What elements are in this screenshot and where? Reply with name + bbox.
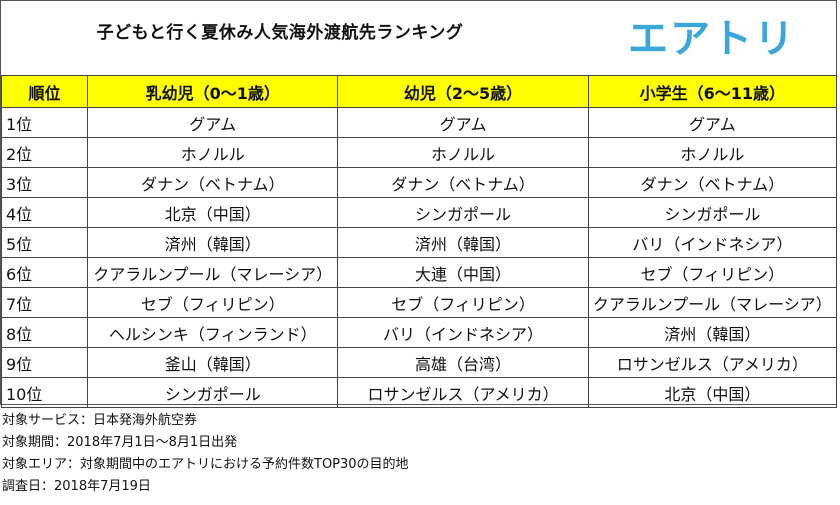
note-survey-date: 調査日：2018年7月19日 (2, 479, 151, 494)
table-row: 10位 シンガポール ロサンゼルス（アメリカ） 北京（中国） (0, 377, 838, 408)
rank-cell: 10位 (0, 377, 89, 408)
rank-cell: 5位 (0, 227, 89, 258)
table-row: 2位 ホノルル ホノルル ホノルル (0, 137, 838, 168)
table-row: 7位 セブ（フィリピン） セブ（フィリピン） クアラルンプール（マレーシア） (0, 287, 838, 318)
column-header-infant: 乳幼児（0～1歳） (87, 75, 339, 108)
toddler-cell: セブ（フィリピン） (337, 287, 589, 318)
elementary-cell: バリ（インドネシア） (587, 227, 838, 258)
note-service: 対象サービス：日本発海外航空券 (2, 413, 198, 428)
infant-cell: 釜山（韓国） (87, 347, 339, 378)
infant-cell: ヘルシンキ（フィンランド） (87, 317, 339, 348)
page-title: 子どもと行く夏休み人気海外渡航先ランキング (96, 23, 464, 43)
elementary-cell: セブ（フィリピン） (587, 257, 838, 288)
note-period: 対象期間：2018年7月1日～8月1日出発 (2, 435, 238, 450)
elementary-cell: 北京（中国） (587, 377, 838, 408)
rank-cell: 9位 (0, 347, 89, 378)
table-row: 8位 ヘルシンキ（フィンランド） バリ（インドネシア） 済州（韓国） (0, 317, 838, 348)
table-row: 5位 済州（韓国） 済州（韓国） バリ（インドネシア） (0, 227, 838, 258)
elementary-cell: ロサンゼルス（アメリカ） (587, 347, 838, 378)
toddler-cell: ホノルル (337, 137, 589, 168)
column-header-elementary: 小学生（6～11歳） (587, 75, 838, 108)
rank-cell: 3位 (0, 167, 89, 198)
toddler-cell: 済州（韓国） (337, 227, 589, 258)
elementary-cell: ホノルル (587, 137, 838, 168)
elementary-cell: クアラルンプール（マレーシア） (587, 287, 838, 318)
toddler-cell: 高雄（台湾） (337, 347, 589, 378)
rank-cell: 2位 (0, 137, 89, 168)
toddler-cell: シンガポール (337, 197, 589, 228)
table-row: 1位 グアム グアム グアム (0, 107, 838, 138)
table-row: 9位 釜山（韓国） 高雄（台湾） ロサンゼルス（アメリカ） (0, 347, 838, 378)
rank-cell: 7位 (0, 287, 89, 318)
toddler-cell: バリ（インドネシア） (337, 317, 589, 348)
infant-cell: セブ（フィリピン） (87, 287, 339, 318)
airtrip-logo: エアトリ (628, 16, 796, 62)
infant-cell: グアム (87, 107, 339, 138)
column-header-rank: 順位 (0, 75, 89, 108)
rank-cell: 4位 (0, 197, 89, 228)
elementary-cell: 済州（韓国） (587, 317, 838, 348)
toddler-cell: ダナン（ベトナム） (337, 167, 589, 198)
table-row: 3位 ダナン（ベトナム） ダナン（ベトナム） ダナン（ベトナム） (0, 167, 838, 198)
toddler-cell: グアム (337, 107, 589, 138)
infant-cell: 北京（中国） (87, 197, 339, 228)
toddler-cell: 大連（中国） (337, 257, 589, 288)
header: 子どもと行く夏休み人気海外渡航先ランキング エアトリ (0, 0, 837, 76)
toddler-cell: ロサンゼルス（アメリカ） (337, 377, 589, 408)
table-header-row: 順位 乳幼児（0～1歳） 幼児（2～5歳） 小学生（6～11歳） (0, 75, 838, 108)
infant-cell: ホノルル (87, 137, 339, 168)
infant-cell: クアラルンプール（マレーシア） (87, 257, 339, 288)
note-area: 対象エリア：対象期間中のエアトリにおける予約件数TOP30の目的地 (2, 457, 409, 472)
table-row: 4位 北京（中国） シンガポール シンガポール (0, 197, 838, 228)
column-header-toddler: 幼児（2～5歳） (337, 75, 589, 108)
rank-cell: 6位 (0, 257, 89, 288)
survey-notes: 対象サービス：日本発海外航空券 対象期間：2018年7月1日～8月1日出発 対象… (2, 410, 409, 498)
elementary-cell: グアム (587, 107, 838, 138)
rank-cell: 8位 (0, 317, 89, 348)
table-row: 6位 クアラルンプール（マレーシア） 大連（中国） セブ（フィリピン） (0, 257, 838, 288)
elementary-cell: シンガポール (587, 197, 838, 228)
infant-cell: 済州（韓国） (87, 227, 339, 258)
elementary-cell: ダナン（ベトナム） (587, 167, 838, 198)
rank-cell: 1位 (0, 107, 89, 138)
infant-cell: シンガポール (87, 377, 339, 408)
ranking-table: 順位 乳幼児（0～1歳） 幼児（2～5歳） 小学生（6～11歳） 1位 グアム グア… (0, 75, 838, 408)
infant-cell: ダナン（ベトナム） (87, 167, 339, 198)
